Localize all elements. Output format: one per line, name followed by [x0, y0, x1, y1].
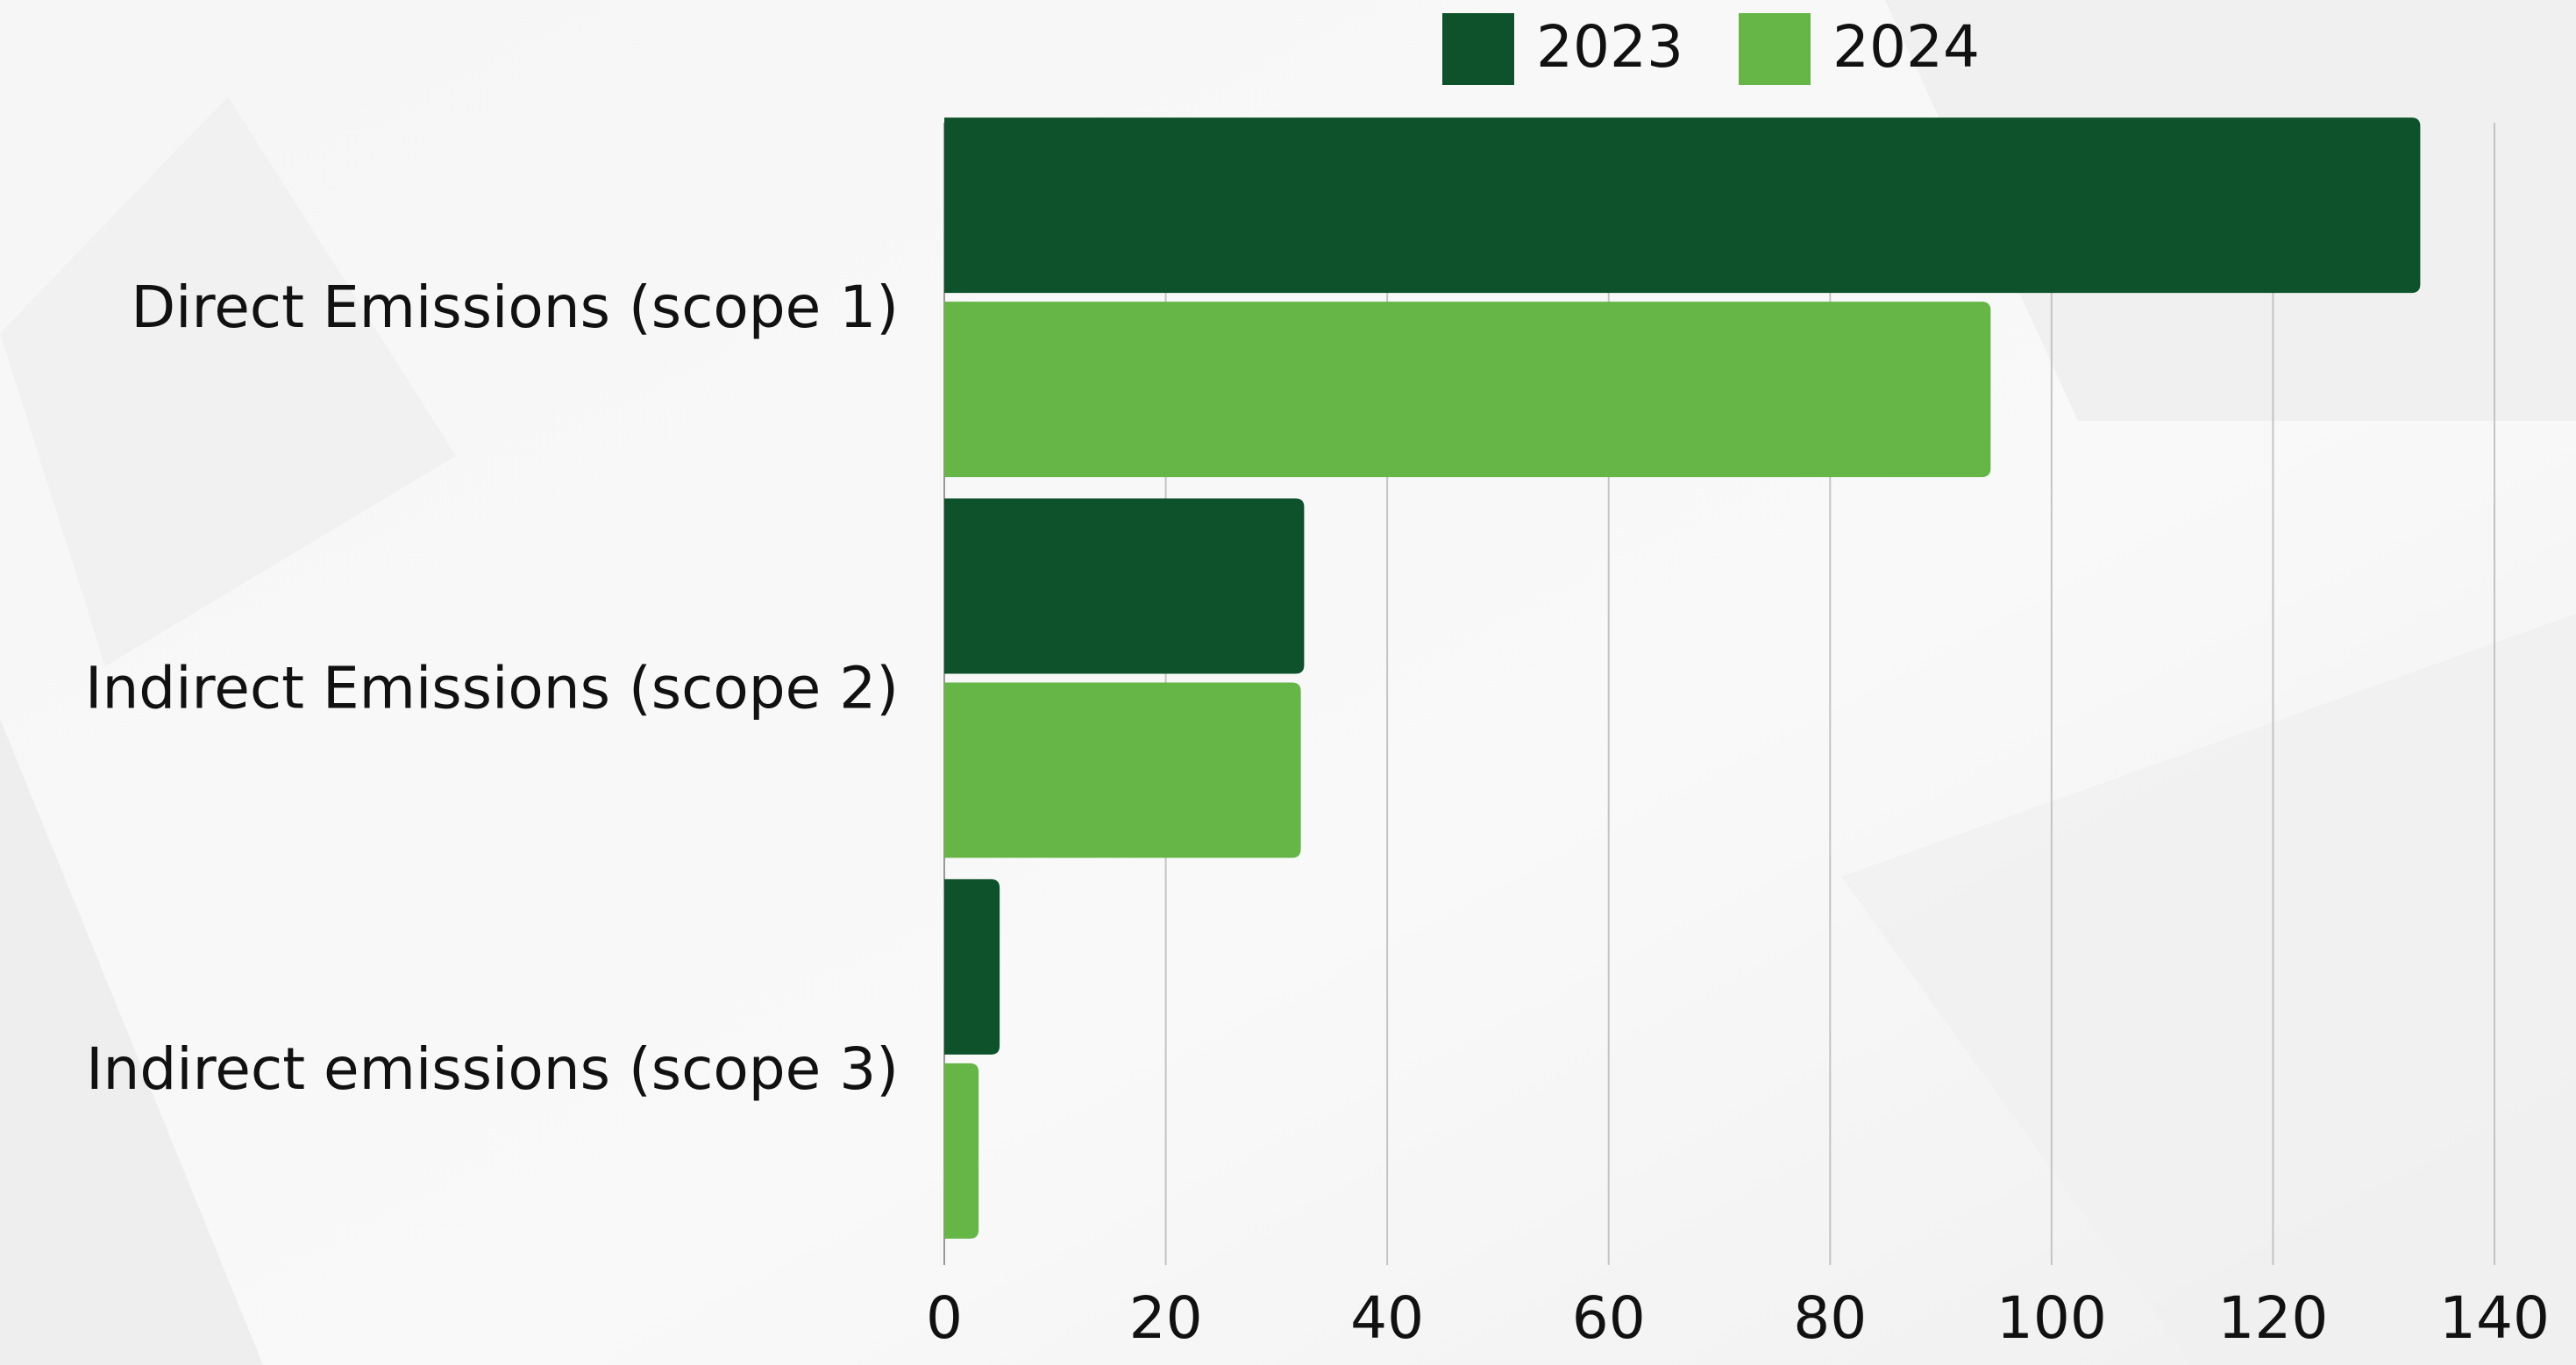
x-tick-label: 20 — [1129, 1284, 1203, 1352]
legend-label: 2024 — [1832, 13, 1980, 81]
y-tick-label: Indirect emissions (scope 3) — [86, 1035, 899, 1103]
legend-label: 2023 — [1536, 13, 1683, 81]
bar — [944, 498, 1305, 674]
y-tick-label: Indirect Emissions (scope 2) — [85, 655, 899, 722]
bg-shape — [0, 96, 456, 666]
bar — [944, 682, 1301, 858]
bg-shape — [0, 719, 263, 1365]
bar — [944, 302, 1991, 478]
bg-shape — [1841, 614, 2576, 1365]
legend-swatch — [1739, 13, 1811, 85]
bar — [944, 117, 2421, 294]
x-tick-label: 40 — [1350, 1284, 1424, 1352]
x-tick-label: 120 — [2217, 1284, 2328, 1352]
bar — [944, 878, 1000, 1055]
x-tick-label: 0 — [926, 1284, 963, 1352]
x-tick-label: 140 — [2439, 1284, 2550, 1352]
x-tick-label: 60 — [1572, 1284, 1646, 1352]
x-tick-label: 100 — [1996, 1284, 2107, 1352]
legend-swatch — [1442, 13, 1514, 85]
bar — [944, 1063, 979, 1239]
x-tick-label: 80 — [1793, 1284, 1867, 1352]
y-tick-label: Direct Emissions (scope 1) — [131, 274, 899, 341]
